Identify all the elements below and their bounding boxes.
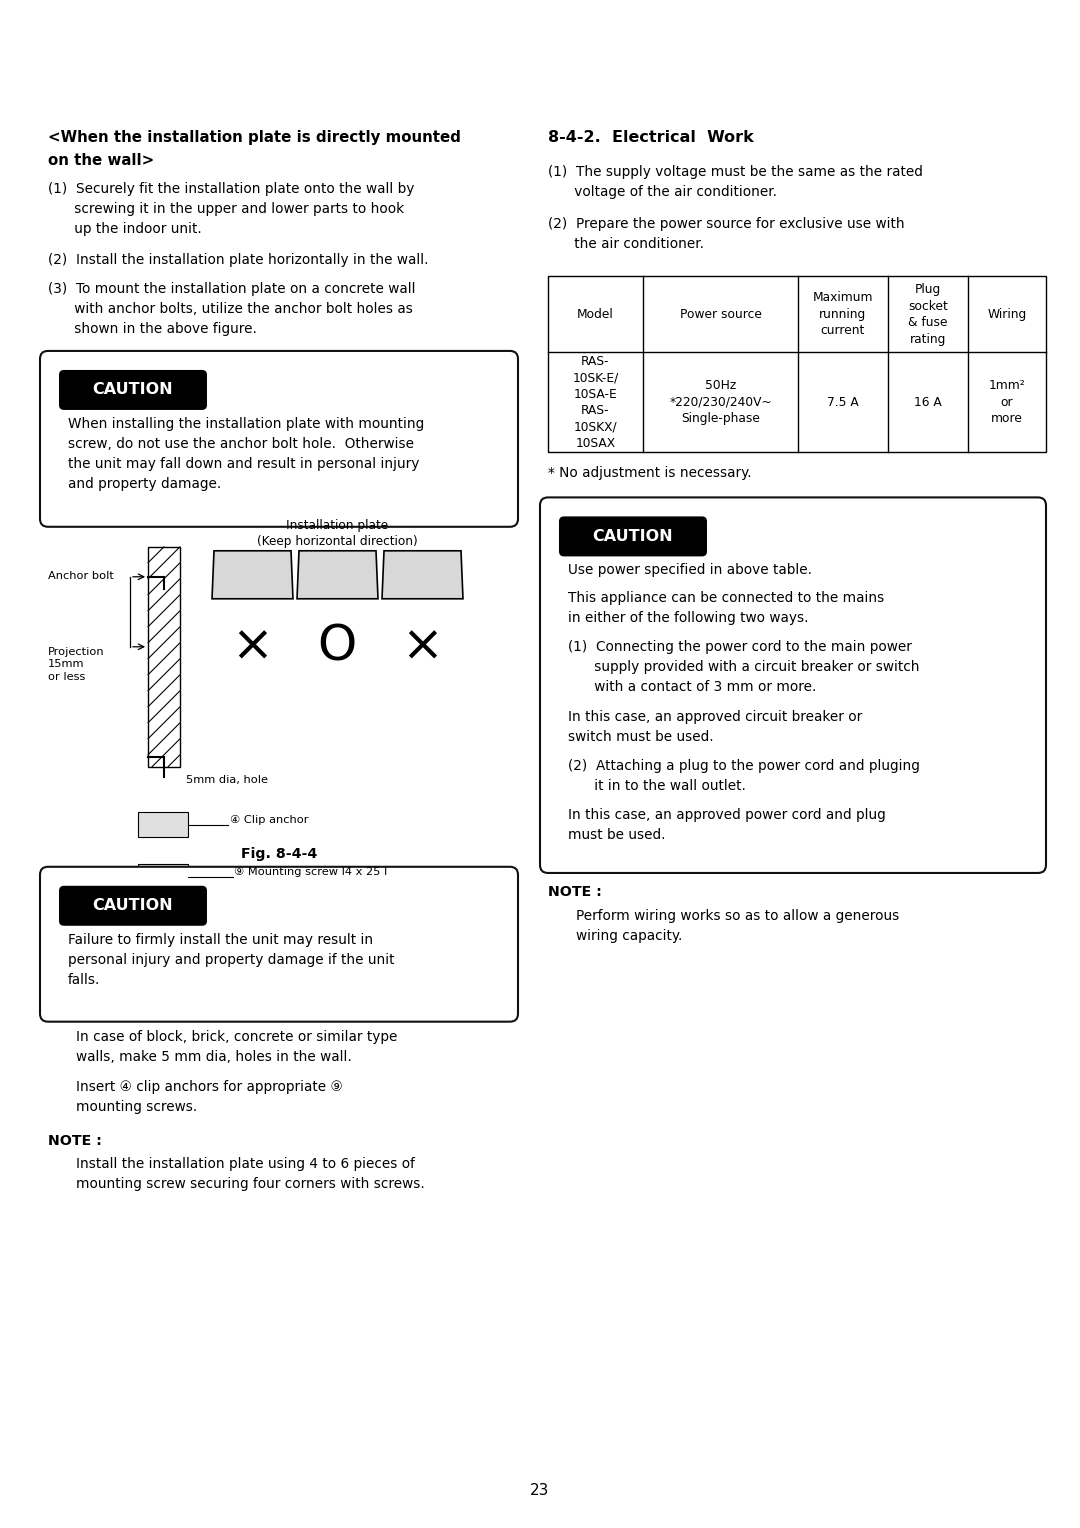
Text: In this case, an approved circuit breaker or
switch must be used.: In this case, an approved circuit breake… bbox=[568, 711, 862, 744]
Text: This appliance can be connected to the mains
in either of the following two ways: This appliance can be connected to the m… bbox=[568, 591, 885, 625]
Text: Fig. 8-4-4: Fig. 8-4-4 bbox=[241, 847, 318, 860]
Text: <When the installation plate is directly mounted: <When the installation plate is directly… bbox=[48, 130, 461, 145]
Text: (1)  Connecting the power cord to the main power
      supply provided with a ci: (1) Connecting the power cord to the mai… bbox=[568, 640, 919, 694]
Text: Use power specified in above table.: Use power specified in above table. bbox=[568, 564, 812, 578]
Text: CAUTION: CAUTION bbox=[593, 529, 673, 544]
Text: Install the installation plate using 4 to 6 pieces of
mounting screw securing fo: Install the installation plate using 4 t… bbox=[76, 1157, 424, 1192]
Text: 5mm dia, hole: 5mm dia, hole bbox=[186, 775, 268, 785]
Text: (1)  Securely fit the installation plate onto the wall by
      screwing it in t: (1) Securely fit the installation plate … bbox=[48, 182, 415, 237]
Text: Power source: Power source bbox=[679, 309, 761, 321]
Text: 1mm²
or
more: 1mm² or more bbox=[988, 379, 1025, 425]
Text: RAS-
10SK-E/
10SA-E
RAS-
10SKX/
10SAX: RAS- 10SK-E/ 10SA-E RAS- 10SKX/ 10SAX bbox=[572, 354, 619, 451]
Text: (2)  Install the installation plate horizontally in the wall.: (2) Install the installation plate horiz… bbox=[48, 254, 429, 267]
Text: 7.5 A: 7.5 A bbox=[827, 396, 859, 410]
Text: NOTE :: NOTE : bbox=[548, 885, 602, 898]
Text: Wiring: Wiring bbox=[987, 309, 1027, 321]
Text: ×: × bbox=[231, 623, 273, 671]
Text: In this case, an approved power cord and plug
must be used.: In this case, an approved power cord and… bbox=[568, 808, 886, 842]
Text: CAUTION: CAUTION bbox=[93, 898, 173, 914]
Polygon shape bbox=[297, 550, 378, 599]
Text: Model: Model bbox=[577, 309, 613, 321]
Text: Installation plate: Installation plate bbox=[286, 520, 388, 532]
Polygon shape bbox=[212, 550, 293, 599]
Text: 8-4-2.  Electrical  Work: 8-4-2. Electrical Work bbox=[548, 130, 754, 145]
Text: 16 A: 16 A bbox=[914, 396, 942, 410]
Bar bbox=[138, 811, 188, 837]
Text: Anchor bolt: Anchor bolt bbox=[48, 571, 113, 581]
Bar bbox=[548, 277, 1047, 452]
Text: 23: 23 bbox=[530, 1484, 550, 1497]
Text: Perform wiring works so as to allow a generous
wiring capacity.: Perform wiring works so as to allow a ge… bbox=[576, 909, 900, 943]
Text: (2)  Prepare the power source for exclusive use with
      the air conditioner.: (2) Prepare the power source for exclusi… bbox=[548, 217, 905, 251]
Text: ×: × bbox=[401, 623, 443, 671]
FancyBboxPatch shape bbox=[540, 498, 1047, 872]
Text: (1)  The supply voltage must be the same as the rated
      voltage of the air c: (1) The supply voltage must be the same … bbox=[548, 165, 923, 199]
Text: ④ Clip anchor: ④ Clip anchor bbox=[230, 814, 309, 825]
Text: (Keep horizontal direction): (Keep horizontal direction) bbox=[257, 535, 417, 547]
Bar bbox=[148, 547, 180, 767]
Text: O: O bbox=[318, 623, 356, 671]
Text: Failure to firmly install the unit may result in
personal injury and property da: Failure to firmly install the unit may r… bbox=[68, 932, 394, 987]
Text: CAUTION: CAUTION bbox=[93, 382, 173, 397]
FancyBboxPatch shape bbox=[40, 866, 518, 1022]
Polygon shape bbox=[382, 550, 463, 599]
FancyBboxPatch shape bbox=[59, 886, 207, 926]
FancyBboxPatch shape bbox=[40, 351, 518, 527]
Text: 50Hz
*220/230/240V~
Single-phase: 50Hz *220/230/240V~ Single-phase bbox=[670, 379, 772, 425]
Text: ⑨ Mounting screw l4 x 25 l: ⑨ Mounting screw l4 x 25 l bbox=[234, 866, 388, 877]
Text: Insert ④ clip anchors for appropriate ⑨
mounting screws.: Insert ④ clip anchors for appropriate ⑨ … bbox=[76, 1080, 342, 1114]
Text: (3)  To mount the installation plate on a concrete wall
      with anchor bolts,: (3) To mount the installation plate on a… bbox=[48, 283, 416, 336]
Text: on the wall>: on the wall> bbox=[48, 153, 154, 168]
FancyBboxPatch shape bbox=[559, 516, 707, 556]
Text: NOTE :: NOTE : bbox=[48, 1134, 102, 1148]
Text: In case of block, brick, concrete or similar type
walls, make 5 mm dia, holes in: In case of block, brick, concrete or sim… bbox=[76, 1030, 397, 1063]
Bar bbox=[138, 863, 188, 889]
Text: (2)  Attaching a plug to the power cord and pluging
      it in to the wall outl: (2) Attaching a plug to the power cord a… bbox=[568, 759, 920, 793]
Text: Maximum
running
current: Maximum running current bbox=[813, 292, 874, 338]
FancyBboxPatch shape bbox=[59, 370, 207, 410]
Text: * No adjustment is necessary.: * No adjustment is necessary. bbox=[548, 466, 752, 480]
Text: When installing the installation plate with mounting
screw, do not use the ancho: When installing the installation plate w… bbox=[68, 417, 424, 490]
Text: Projection
15mm
or less: Projection 15mm or less bbox=[48, 646, 105, 681]
Text: Plug
socket
& fuse
rating: Plug socket & fuse rating bbox=[908, 283, 948, 345]
